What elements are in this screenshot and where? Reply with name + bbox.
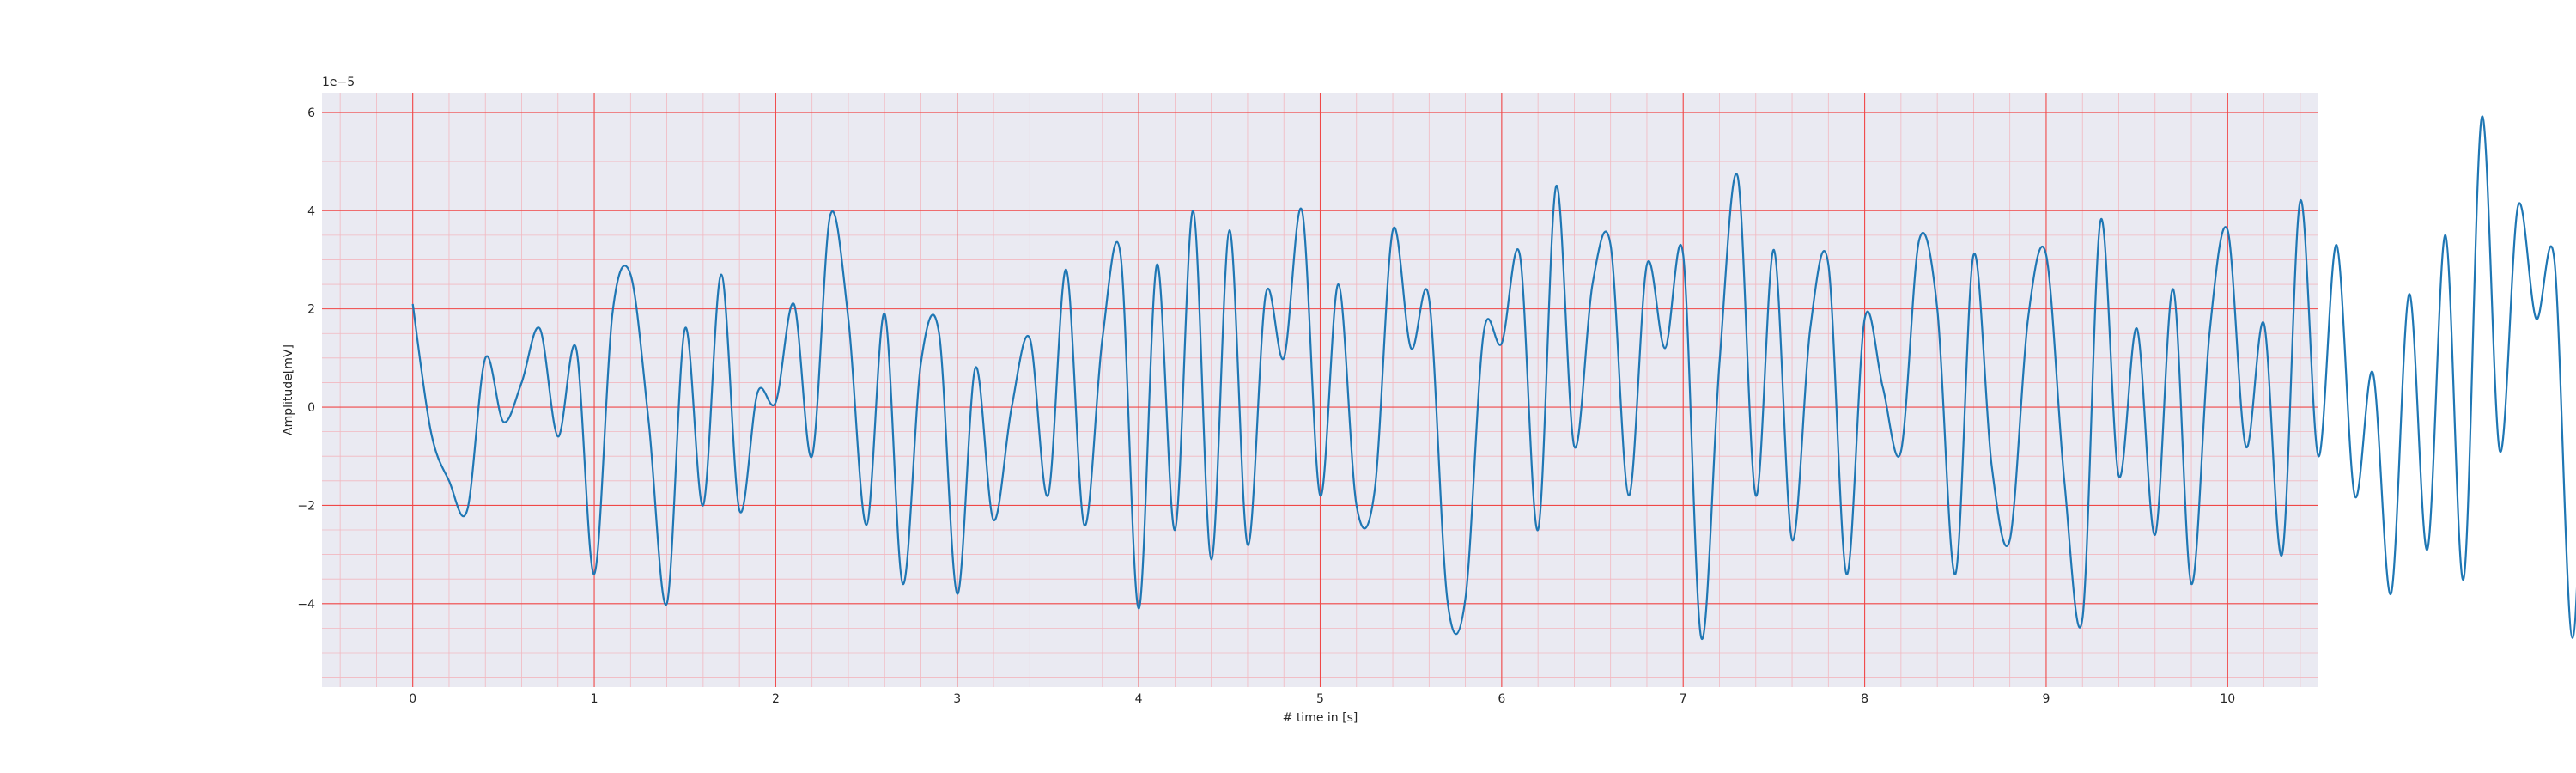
x-tick-label: 7: [1680, 692, 1687, 706]
y-axis-label: Amplitude[mV]: [282, 344, 295, 435]
y-tick-label: 0: [307, 401, 315, 415]
y-tick-label: 4: [307, 204, 315, 218]
major-grid: [322, 93, 2318, 687]
x-tick-label: 8: [1861, 692, 1868, 706]
x-tick-label: 10: [2220, 692, 2235, 706]
x-tick-label: 0: [409, 692, 416, 706]
y-tick-label: 2: [307, 303, 315, 317]
y-tick-label: 6: [307, 107, 315, 120]
x-tick-label: 9: [2042, 692, 2050, 706]
y-tick-labels: −4 −2 0 2 4 6: [297, 107, 315, 612]
x-tick-label: 6: [1498, 692, 1505, 706]
series-line: [411, 115, 2576, 641]
y-offset-text: 1e−5: [322, 76, 355, 89]
y-tick-label: −2: [297, 499, 315, 513]
x-tick-label: 4: [1135, 692, 1143, 706]
x-tick-label: 1: [591, 692, 598, 706]
x-tick-label: 5: [1316, 692, 1324, 706]
x-tick-label: 2: [772, 692, 780, 706]
x-tick-label: 3: [953, 692, 961, 706]
x-tick-labels: 0 1 2 3 4 5 6 7 8 9 10: [409, 692, 2235, 706]
y-tick-label: −4: [297, 598, 315, 612]
x-axis-label: # time in [s]: [1283, 711, 1358, 725]
